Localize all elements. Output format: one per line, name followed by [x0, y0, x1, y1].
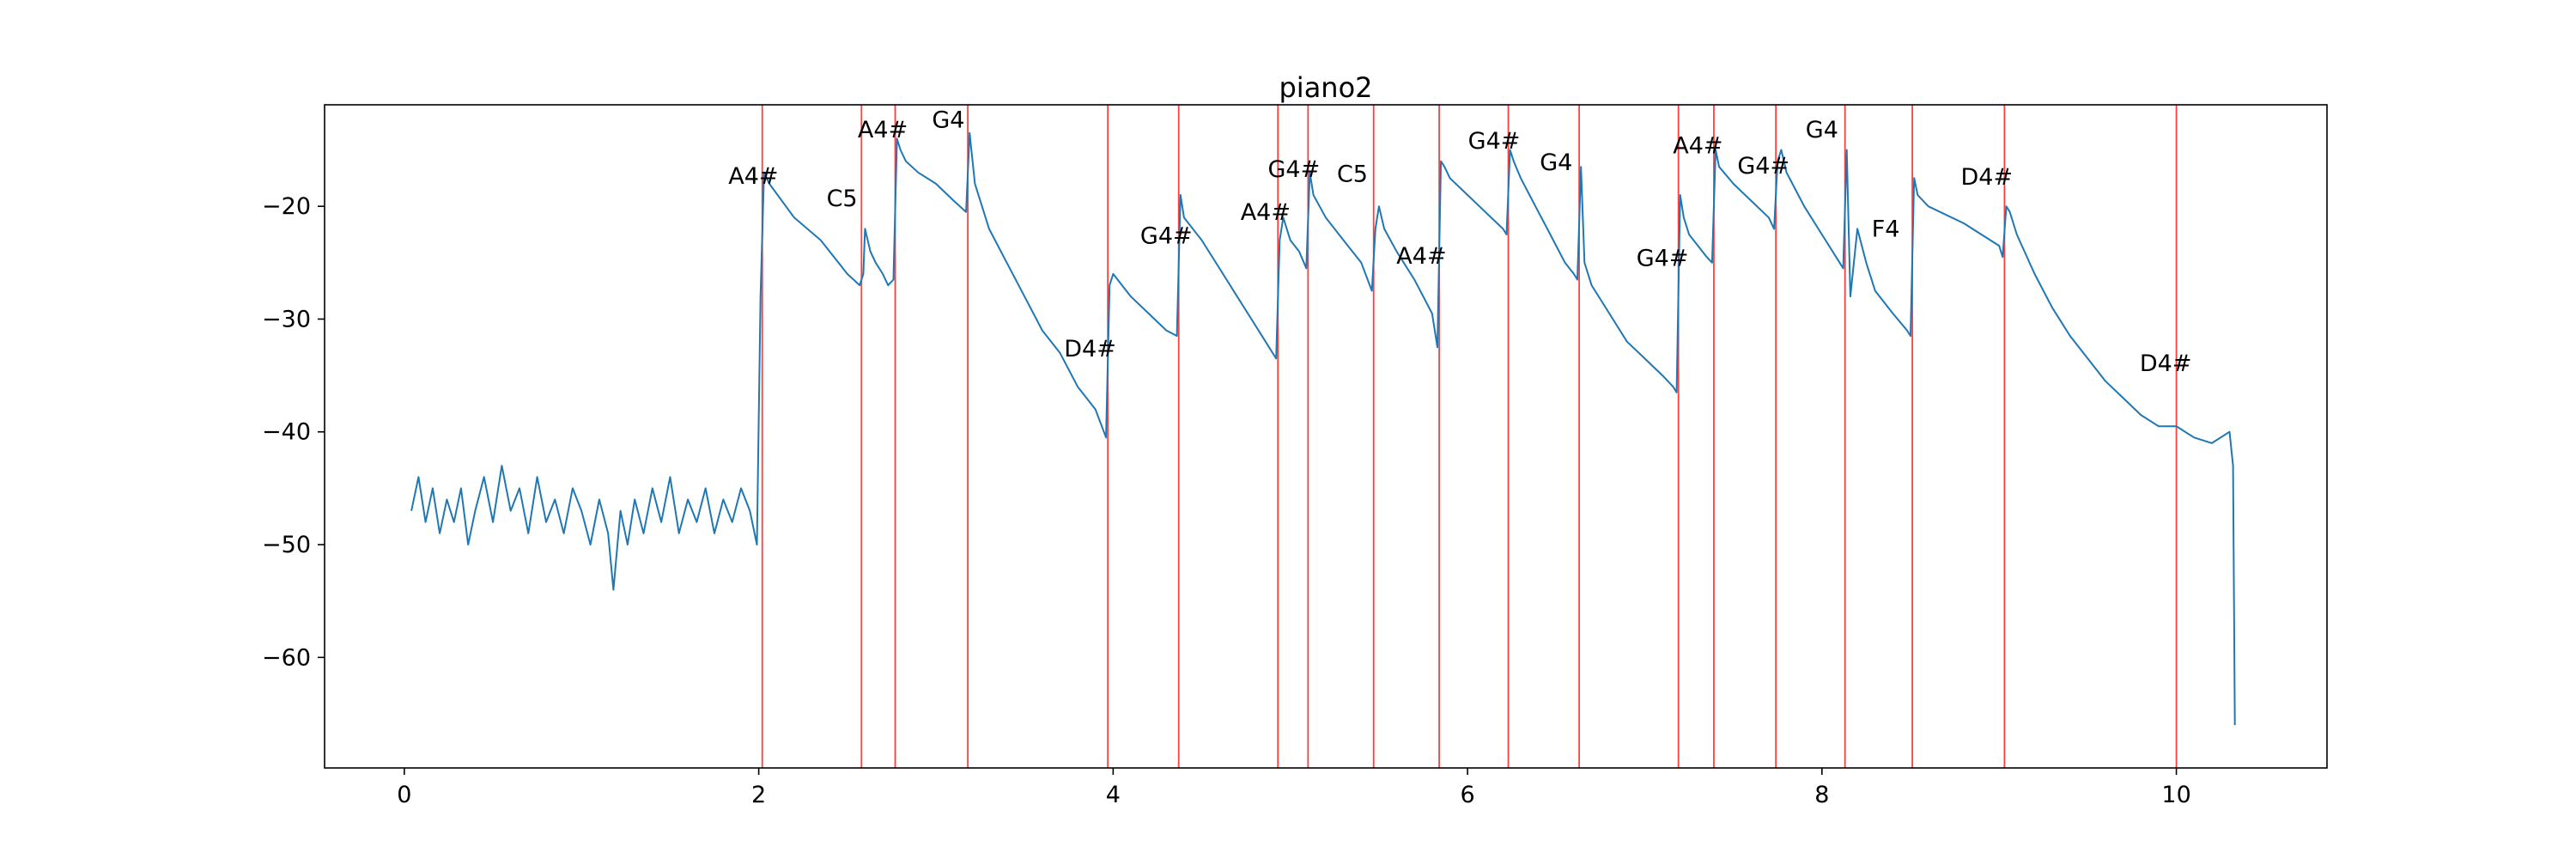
note-label: C5	[827, 186, 858, 212]
note-label: C5	[1337, 161, 1368, 187]
y-tick-label: −60	[262, 644, 311, 671]
note-label: G4	[932, 107, 964, 133]
y-tick-label: −40	[262, 419, 311, 446]
y-tick-label: −30	[262, 306, 311, 332]
y-axis: −20 −30 −40 −50 −60	[262, 193, 325, 671]
note-label: G4#	[1140, 222, 1193, 249]
note-label: F4	[1872, 216, 1900, 243]
axes-frame	[324, 104, 2328, 769]
note-label: G4#	[1737, 153, 1789, 180]
note-label: G4#	[1637, 246, 1689, 272]
note-label: A4#	[858, 117, 908, 143]
note-label: A4#	[1673, 132, 1722, 159]
x-axis: 0 2 4 6 8 10	[397, 768, 2191, 808]
x-tick-label: 0	[397, 782, 411, 808]
note-label: A4#	[1241, 199, 1291, 226]
note-label: G4#	[1468, 128, 1521, 155]
waveform-line	[410, 131, 2236, 726]
x-tick-label: 2	[751, 782, 766, 808]
note-label: D4#	[1960, 164, 2013, 191]
x-tick-label: 6	[1461, 782, 1475, 808]
plot-background	[325, 105, 2327, 768]
note-label: G4#	[1267, 156, 1320, 183]
y-tick-label: −50	[262, 532, 311, 558]
x-tick-label: 8	[1814, 782, 1829, 808]
x-tick-label: 10	[2161, 782, 2190, 808]
y-tick-label: −20	[262, 193, 311, 220]
note-label: G4	[1540, 149, 1572, 176]
x-tick-label: 4	[1106, 782, 1121, 808]
note-label: D4#	[1064, 336, 1116, 362]
note-label: A4#	[728, 163, 778, 190]
chart-title: piano2	[1279, 71, 1372, 104]
note-label: A4#	[1396, 243, 1446, 270]
note-annotations: A4# C5 A4# G4 D4# G4# A4# G4# C5 A4# G4# G4 G4# A4# G4…	[728, 107, 2191, 377]
note-label: G4	[1806, 117, 1838, 143]
note-label: D4#	[2140, 350, 2192, 377]
